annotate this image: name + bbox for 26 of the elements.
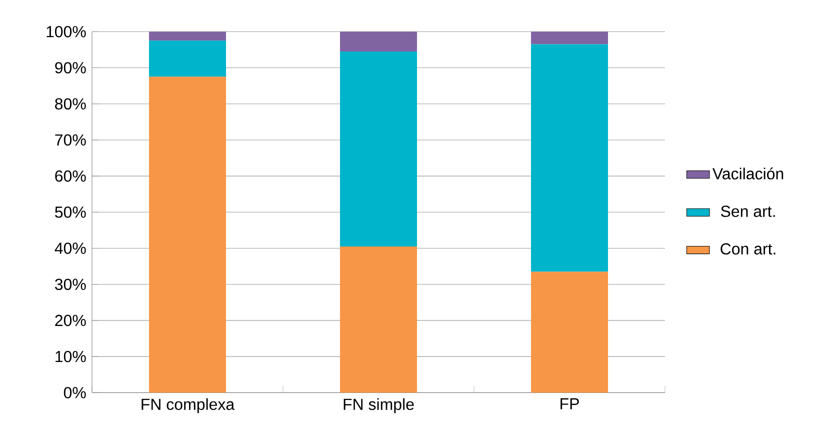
y-tick-label: 70% (55, 134, 86, 146)
legend-label: Vacilación (712, 168, 784, 180)
y-tick-label: 20% (55, 314, 86, 326)
y-tick-label: 10% (56, 350, 86, 362)
bar (149, 40, 226, 77)
y-tick-label: 50% (55, 206, 86, 218)
bar (340, 246, 417, 393)
x-tick-label: FN complexa (142, 398, 235, 414)
y-tick-label: 0% (64, 386, 86, 398)
y-tick-label: 40% (54, 242, 86, 254)
y-tick-label: 30% (54, 278, 86, 290)
y-tick-label: 80% (55, 98, 86, 110)
y-tick-label: 100% (46, 26, 86, 38)
y-tick-label: 60% (55, 170, 86, 182)
bar (531, 32, 608, 44)
bar (340, 52, 417, 246)
x-tick-label: FP (560, 398, 579, 410)
x-tick-label: FN simple (344, 398, 414, 414)
bar (531, 272, 608, 393)
bar (340, 32, 417, 52)
legend-label: Con art. (720, 243, 776, 255)
bar (149, 32, 226, 41)
bar (149, 76, 226, 393)
bar (531, 44, 608, 272)
legend-label: Sen art. (721, 206, 775, 217)
y-tick-label: 90% (55, 62, 86, 74)
